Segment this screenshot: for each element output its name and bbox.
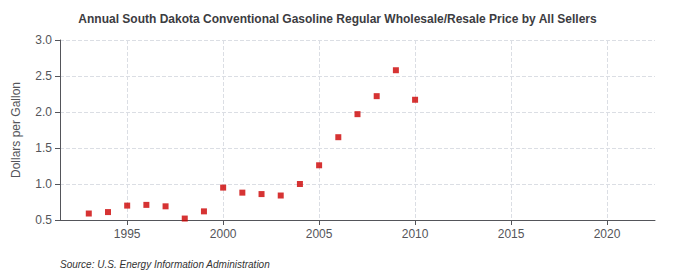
svg-text:1995: 1995 xyxy=(114,227,141,241)
svg-text:2015: 2015 xyxy=(498,227,525,241)
svg-text:2020: 2020 xyxy=(594,227,621,241)
svg-text:3.0: 3.0 xyxy=(35,33,52,47)
svg-text:2.5: 2.5 xyxy=(35,69,52,83)
svg-text:2.0: 2.0 xyxy=(35,105,52,119)
svg-text:2010: 2010 xyxy=(402,227,429,241)
svg-text:1.0: 1.0 xyxy=(35,177,52,191)
svg-text:0.5: 0.5 xyxy=(35,213,52,227)
svg-text:Dollars per Gallon: Dollars per Gallon xyxy=(9,82,23,178)
svg-text:2005: 2005 xyxy=(306,227,333,241)
svg-text:2000: 2000 xyxy=(210,227,237,241)
svg-text:Annual South Dakota Convention: Annual South Dakota Conventional Gasolin… xyxy=(78,12,597,26)
svg-text:Source: U.S. Energy Informatio: Source: U.S. Energy Information Administ… xyxy=(60,259,270,270)
svg-text:1.5: 1.5 xyxy=(35,141,52,155)
